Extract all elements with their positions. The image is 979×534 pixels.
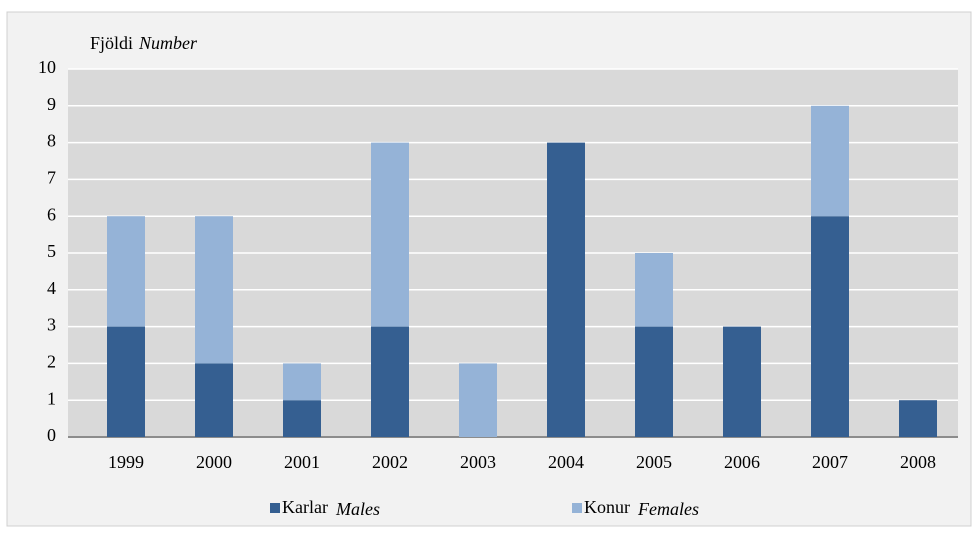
bar-segment (811, 216, 849, 437)
x-tick-label: 2003 (460, 452, 496, 472)
bar-segment (635, 326, 673, 437)
bar-segment (899, 400, 937, 437)
bar-segment (371, 326, 409, 437)
y-tick-label: 9 (47, 94, 56, 114)
legend-label: Karlar (282, 497, 328, 517)
bar-segment (459, 363, 497, 437)
bar-segment (283, 363, 321, 401)
y-tick-label: 4 (47, 278, 56, 298)
x-tick-label: 1999 (108, 452, 144, 472)
x-tick-label: 2004 (548, 452, 584, 472)
x-tick-label: 2006 (724, 452, 760, 472)
legend-label-en: Females (637, 499, 699, 519)
legend-swatch (572, 503, 582, 513)
y-tick-label: 8 (47, 131, 56, 151)
bar-segment (547, 142, 585, 437)
bar-segment (811, 105, 849, 217)
bar-segment (635, 253, 673, 327)
y-tick-label: 3 (47, 315, 56, 335)
y-axis-label-is: Fjöldi (90, 33, 133, 53)
y-tick-label: 5 (47, 241, 56, 261)
bar-segment (723, 326, 761, 437)
y-tick-label: 7 (47, 168, 56, 188)
bar-segment (107, 326, 145, 437)
y-tick-label: 6 (47, 204, 56, 224)
x-tick-label: 2005 (636, 452, 672, 472)
x-tick-label: 2007 (812, 452, 848, 472)
bar-segment (283, 400, 321, 437)
y-tick-label: 2 (47, 352, 56, 372)
y-tick-label: 0 (47, 425, 56, 445)
x-tick-label: 2001 (284, 452, 320, 472)
y-axis-label: Fjöldi Number (90, 33, 198, 53)
legend-swatch (270, 503, 280, 513)
y-axis-label-en: Number (138, 33, 198, 53)
legend-label-en: Males (335, 499, 380, 519)
bar-segment (195, 216, 233, 364)
bar-segment (195, 363, 233, 437)
y-tick-label: 10 (38, 57, 56, 77)
x-tick-label: 2002 (372, 452, 408, 472)
bar-segment (107, 216, 145, 327)
bar-segment (371, 142, 409, 327)
x-tick-label: 2000 (196, 452, 232, 472)
y-tick-label: 1 (47, 388, 56, 408)
x-tick-label: 2008 (900, 452, 936, 472)
legend-label: Konur (584, 497, 630, 517)
